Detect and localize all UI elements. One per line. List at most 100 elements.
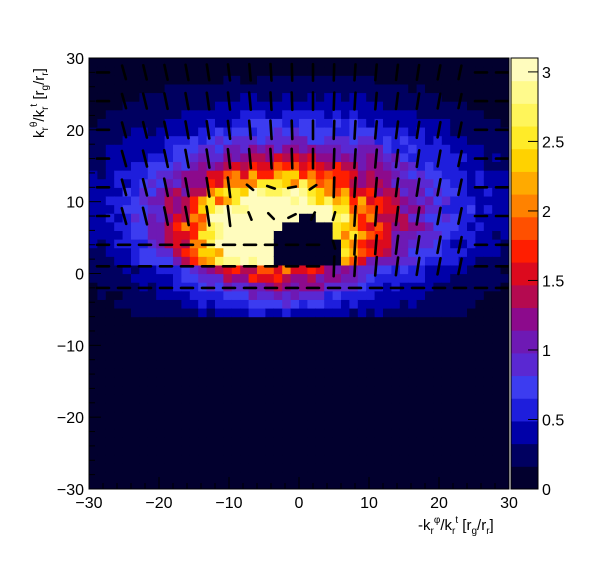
heatmap-cell	[248, 126, 258, 137]
heatmap-cell	[131, 144, 140, 154]
heatmap-cell	[198, 101, 208, 111]
heatmap-cell	[215, 385, 224, 395]
vector-arrow	[332, 91, 336, 111]
vector-arrow	[226, 147, 232, 170]
heatmap-cell	[374, 161, 384, 171]
heatmap-cell	[114, 230, 124, 240]
heatmap-cell	[357, 152, 367, 163]
heatmap-cell	[299, 351, 308, 361]
heatmap-cell	[223, 402, 233, 413]
heatmap-cell	[391, 359, 401, 369]
heatmap-cell	[500, 333, 509, 344]
heatmap-cell	[164, 75, 174, 85]
heatmap-cell	[441, 402, 451, 413]
heatmap-cell	[450, 394, 460, 404]
heatmap-cell	[265, 135, 275, 145]
heatmap-cell	[105, 256, 115, 266]
heatmap-cell	[240, 437, 250, 447]
heatmap-cell	[425, 135, 434, 145]
heatmap-cell	[173, 204, 182, 214]
heatmap-cell	[114, 66, 124, 76]
heatmap-cell	[492, 454, 502, 464]
heatmap-cell	[173, 333, 182, 344]
heatmap-cell	[374, 66, 384, 76]
heatmap-cell	[181, 290, 191, 300]
heatmap-cell	[307, 195, 317, 206]
heatmap-cell	[189, 187, 199, 197]
heatmap-cell	[97, 463, 107, 473]
heatmap-cell	[441, 290, 451, 300]
heatmap-cell	[105, 178, 115, 188]
heatmap-cell	[265, 463, 275, 473]
heatmap-cell	[383, 135, 392, 145]
heatmap-cell	[467, 445, 476, 456]
heatmap-cell	[441, 394, 451, 404]
heatmap-cell	[324, 144, 334, 154]
heatmap-cell	[273, 325, 283, 335]
heatmap-cell	[265, 454, 275, 464]
heatmap-cell	[273, 480, 283, 489]
heatmap-cell	[399, 480, 409, 489]
heatmap-cell	[282, 221, 292, 231]
heatmap-cell	[399, 178, 409, 188]
heatmap-cell	[114, 437, 124, 447]
heatmap-cell	[483, 135, 493, 145]
heatmap-cell	[366, 264, 376, 275]
heatmap-cell	[273, 126, 283, 137]
heatmap-cell	[458, 368, 468, 378]
heatmap-cell	[257, 411, 266, 421]
heatmap-cell	[189, 437, 199, 447]
heatmap-cell	[332, 385, 342, 395]
heatmap-cell	[248, 411, 258, 421]
heatmap-cell	[374, 109, 384, 119]
vector-arrow	[205, 148, 211, 169]
heatmap-cell	[475, 368, 485, 378]
heatmap-cell	[416, 170, 426, 180]
heatmap-cell	[206, 135, 216, 145]
vector-arrow	[394, 177, 400, 198]
heatmap-cell	[425, 187, 434, 197]
heatmap-cell	[366, 420, 376, 430]
heatmap-cell	[290, 273, 300, 283]
heatmap-cell	[307, 445, 317, 456]
heatmap-cell	[189, 178, 199, 188]
heatmap-cell	[181, 445, 191, 456]
heatmap-cell	[223, 445, 233, 456]
heatmap-cell	[89, 152, 98, 163]
heatmap-cell	[164, 368, 174, 378]
heatmap-cell	[257, 402, 266, 413]
heatmap-cell	[240, 351, 250, 361]
heatmap-cell	[257, 299, 266, 309]
heatmap-cell	[416, 316, 426, 326]
heatmap-cell	[240, 299, 250, 309]
heatmap-cell	[357, 290, 367, 300]
heatmap-cell	[483, 411, 493, 421]
heatmap-cell	[198, 480, 208, 489]
vector-arrow	[436, 206, 442, 226]
heatmap-cell	[164, 144, 174, 154]
heatmap-cell	[341, 247, 350, 257]
heatmap-cell	[215, 83, 224, 94]
vector-field	[95, 62, 509, 290]
heatmap-cell	[425, 66, 434, 76]
heatmap-cell	[374, 101, 384, 111]
heatmap-cell	[416, 118, 426, 128]
vector-arrow	[394, 120, 400, 140]
heatmap-cell	[89, 187, 98, 197]
heatmap-cell	[332, 221, 342, 231]
heatmap-cell	[206, 402, 216, 413]
heatmap-cell	[475, 247, 485, 257]
heatmap-cell	[441, 342, 451, 352]
heatmap-cell	[131, 290, 140, 300]
heatmap-cell	[240, 394, 250, 404]
heatmap-cell	[248, 195, 258, 206]
heatmap-cell	[383, 307, 392, 318]
heatmap-cell	[131, 239, 140, 249]
heatmap-cell	[441, 83, 451, 94]
heatmap-cell	[366, 325, 376, 335]
heatmap-cell	[399, 92, 409, 102]
heatmap-cell	[391, 454, 401, 464]
heatmap-cell	[475, 342, 485, 352]
heatmap-cell	[282, 307, 292, 318]
heatmap-cell	[299, 101, 308, 111]
